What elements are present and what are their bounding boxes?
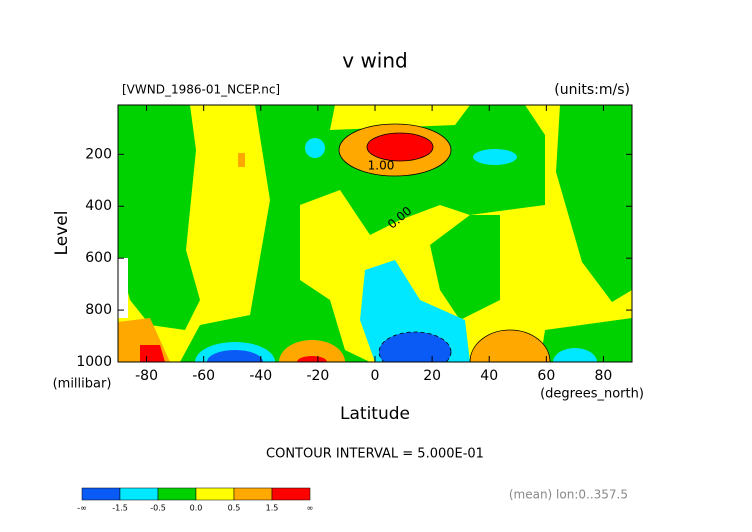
x-tick-label: 0 [371, 368, 380, 384]
x-tick-label: 60 [537, 368, 555, 384]
colorbar-label: 0.0 [190, 504, 203, 513]
contour-interval: CONTOUR INTERVAL = 5.000E-01 [266, 447, 484, 462]
x-tick-label: -40 [249, 368, 272, 384]
x-axis-label: Latitude [340, 404, 410, 424]
y-tick-label: 200 [85, 146, 112, 162]
y-tick-label: 800 [85, 302, 112, 318]
y-unit-label: (millibar) [53, 377, 112, 392]
x-tick-label: -80 [135, 368, 158, 384]
colorbar-label: -1.5 [112, 504, 128, 513]
chart-title: v wind [342, 49, 407, 73]
colorbar-label: 1.5 [266, 504, 279, 513]
x-tick-label: 40 [480, 368, 498, 384]
x-tick-label: 20 [423, 368, 441, 384]
colorbar-label: ∞ [307, 504, 314, 513]
colorbar-swatch [157, 487, 197, 501]
footnote: (mean) lon:0..357.5 [509, 488, 628, 502]
y-tick-label: 400 [85, 198, 112, 214]
units-label: (units:m/s) [554, 82, 630, 98]
colorbar-swatch [81, 487, 121, 501]
subtitle: [VWND_1986-01_NCEP.nc] [122, 83, 280, 97]
colorbar-label: 0.5 [228, 504, 241, 513]
y-axis-label: Level [52, 211, 72, 256]
contour-field [118, 105, 632, 362]
colorbar-label: -∞ [77, 504, 87, 513]
x-tick-label: 80 [595, 368, 613, 384]
colorbar-label: -0.5 [150, 504, 166, 513]
y-tick-label: 600 [85, 250, 112, 266]
x-tick-label: -60 [192, 368, 215, 384]
colorbar-swatch [271, 487, 311, 501]
colorbar-swatch [119, 487, 159, 501]
contour-label: 1.00 [368, 159, 395, 173]
colorbar-swatch [233, 487, 273, 501]
x-tick-label: -20 [306, 368, 329, 384]
x-unit-label: (degrees_north) [540, 387, 644, 402]
y-tick-label: 1000 [76, 354, 112, 370]
colorbar-swatch [195, 487, 235, 501]
